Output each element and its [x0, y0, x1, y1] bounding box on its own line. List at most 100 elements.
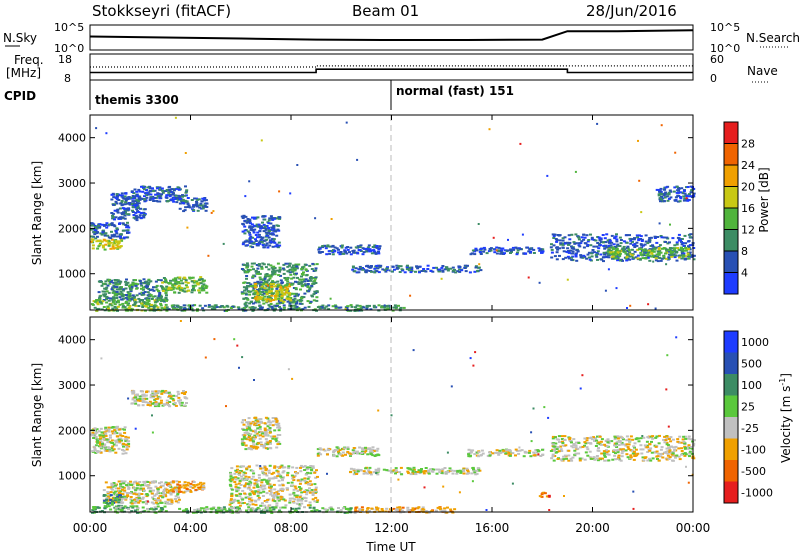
- velocity-cell: [249, 493, 252, 495]
- velocity-cell: [132, 505, 135, 507]
- power-cell: [309, 280, 312, 282]
- velocity-cell: [408, 509, 411, 511]
- noise-right-tick-top: 10^5: [710, 21, 740, 34]
- velocity-cell: [108, 431, 111, 433]
- power-cell: [177, 186, 180, 188]
- velocity-cell: [406, 507, 409, 509]
- velocity-cell: [375, 507, 378, 509]
- power-cell: [612, 248, 615, 250]
- velocity-cell: [446, 507, 449, 509]
- velocity-cell: [309, 480, 312, 482]
- velocity-cell: [326, 454, 329, 456]
- power-cell: [125, 288, 128, 290]
- velocity-cell: [443, 507, 446, 509]
- power-cell: [146, 186, 149, 188]
- velocity-cell: [104, 427, 107, 429]
- power-cell: [393, 269, 396, 271]
- power-cell: [266, 300, 269, 302]
- power-cell: [682, 255, 685, 257]
- velocity-cell: [438, 469, 441, 471]
- cpid-strip: CPID themis 3300 normal (fast) 151: [4, 80, 514, 110]
- velocity-cell: [124, 498, 127, 500]
- velocity-cell: [313, 507, 316, 509]
- power-speckle: [346, 122, 348, 124]
- velocity-cell: [363, 470, 366, 472]
- power-cell: [356, 305, 359, 307]
- power-speckle: [175, 117, 177, 119]
- velocity-cell: [136, 394, 139, 396]
- velocity-cell: [374, 455, 377, 457]
- power-cell: [156, 306, 159, 308]
- power-cell: [602, 245, 605, 247]
- velocity-cell: [142, 401, 145, 403]
- velocity-cell: [147, 487, 150, 489]
- velocity-cell: [339, 453, 342, 455]
- power-cell: [268, 245, 271, 247]
- power-cell: [109, 304, 112, 306]
- power-cell: [331, 250, 334, 252]
- power-cell: [167, 288, 170, 290]
- velocity-cell: [118, 441, 121, 443]
- velocity-cell: [330, 508, 333, 510]
- power-cell: [464, 267, 467, 269]
- power-cell: [119, 236, 122, 238]
- velocity-cell: [455, 473, 458, 475]
- velocity-cell: [361, 509, 364, 511]
- power-speckle: [623, 250, 625, 252]
- velocity-cell: [106, 439, 109, 441]
- velocity-cell: [250, 448, 253, 450]
- power-cell: [141, 191, 144, 193]
- power-cell: [286, 278, 289, 280]
- velocity-cell: [147, 404, 150, 406]
- power-cell: [103, 294, 106, 296]
- velocity-cell: [104, 432, 107, 434]
- power-cell: [265, 291, 268, 293]
- velocity-cell: [196, 484, 199, 486]
- power-cell: [265, 235, 268, 237]
- power-cell: [256, 236, 259, 238]
- power-cell: [628, 256, 631, 258]
- velocity-cell: [139, 396, 142, 398]
- velocity-cell: [181, 402, 184, 404]
- freq-tick-bottom: 8: [64, 72, 71, 85]
- velocity-cell: [367, 448, 370, 450]
- power-cell: [110, 199, 113, 201]
- power-cell: [362, 247, 365, 249]
- power-cell: [625, 234, 628, 236]
- power-cell: [183, 304, 186, 306]
- velocity-cell: [183, 405, 186, 407]
- power-cell: [559, 242, 562, 244]
- power-cell: [158, 292, 161, 294]
- power-speckle: [640, 211, 642, 213]
- velocity-cell: [292, 498, 295, 500]
- velocity-cell: [179, 399, 182, 401]
- power-cell: [355, 246, 358, 248]
- velocity-cell: [248, 417, 251, 419]
- power-cell: [575, 254, 578, 256]
- power-cell: [123, 208, 126, 210]
- power-cell: [328, 250, 331, 252]
- power-cell: [281, 282, 284, 284]
- noise-sky-label: N.Sky: [3, 31, 37, 45]
- power-cell: [113, 218, 116, 220]
- power-cell: [132, 282, 135, 284]
- power-cell: [340, 251, 343, 253]
- power-cell: [318, 252, 321, 254]
- power-cell: [640, 248, 643, 250]
- velocity-cell: [157, 506, 160, 508]
- velocity-cell: [131, 402, 134, 404]
- power-cell: [184, 185, 187, 187]
- velocity-cell: [168, 485, 171, 487]
- power-cell: [681, 257, 684, 259]
- power-cell: [276, 303, 279, 305]
- power-cell: [381, 268, 384, 270]
- velocity-cell: [396, 509, 399, 511]
- velocity-cell: [297, 480, 300, 482]
- velocity-cell: [259, 428, 262, 430]
- velocity-cell: [267, 442, 270, 444]
- velocity-cell: [100, 446, 103, 448]
- power-cell: [136, 294, 139, 296]
- power-speckle: [296, 164, 298, 166]
- power-cell: [249, 234, 252, 236]
- power-cell: [175, 197, 178, 199]
